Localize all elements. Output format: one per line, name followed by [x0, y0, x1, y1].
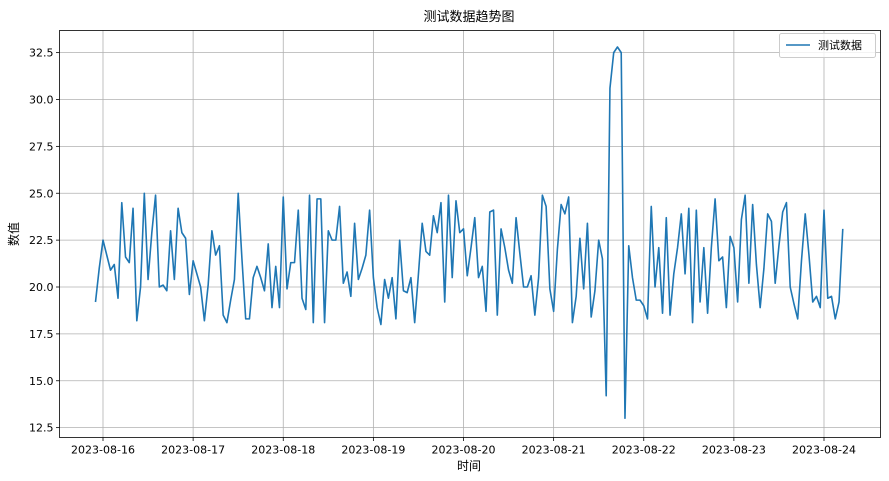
x-tick-label: 2023-08-23 [702, 444, 766, 457]
plot-frame [59, 30, 881, 438]
x-tick-label: 2023-08-17 [161, 444, 225, 457]
x-tick-label: 2023-08-24 [792, 444, 856, 457]
x-tick-label: 2023-08-18 [251, 444, 315, 457]
y-tick-label: 32.5 [29, 47, 54, 60]
series-line [94, 46, 844, 420]
x-tick-label: 2023-08-21 [522, 444, 586, 457]
x-axis-label: 时间 [457, 459, 481, 473]
grid [59, 30, 881, 438]
x-tick-label: 2023-08-20 [432, 444, 496, 457]
series-layer [94, 46, 844, 420]
y-tick-label: 20.0 [29, 281, 54, 294]
x-tick-label: 2023-08-22 [612, 444, 676, 457]
legend: 测试数据 [779, 33, 876, 58]
y-axis-label: 数值 [6, 222, 21, 246]
y-tick-label: 22.5 [29, 234, 54, 247]
x-axis: 2023-08-16 2023-08-17 2023-08-18 2023-08-19… [71, 437, 856, 457]
legend-box [779, 33, 876, 58]
legend-label: 测试数据 [818, 38, 862, 52]
y-tick-label: 25.0 [29, 187, 54, 200]
x-tick-label: 2023-08-16 [71, 444, 135, 457]
chart-title: 测试数据趋势图 [423, 9, 514, 25]
x-tick-label: 2023-08-19 [341, 444, 405, 457]
y-tick-label: 12.5 [29, 422, 54, 435]
y-tick-label: 15.0 [29, 375, 54, 388]
y-tick-label: 17.5 [29, 328, 54, 341]
y-tick-label: 30.0 [29, 94, 54, 107]
y-tick-label: 27.5 [29, 140, 54, 153]
y-axis: 12.5 15.0 17.5 20.0 22.5 25.0 27.5 30.0 32.5 [29, 47, 60, 435]
